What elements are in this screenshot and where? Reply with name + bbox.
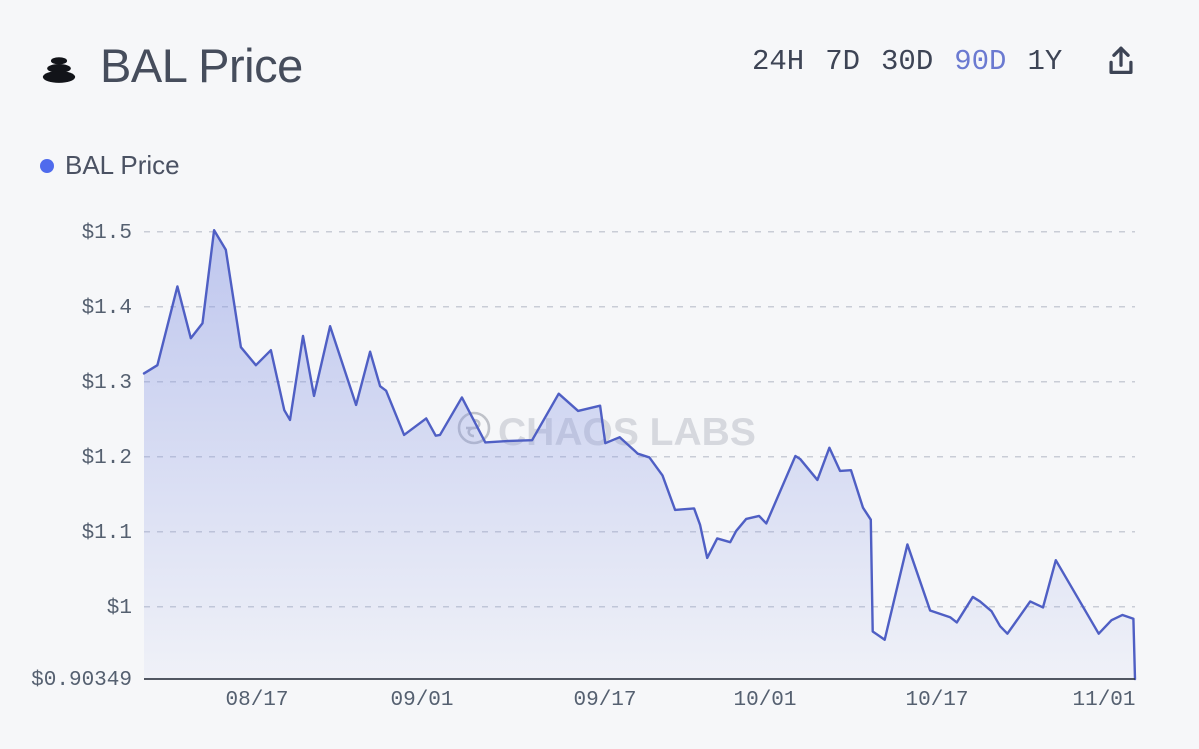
svg-text:$1.1: $1.1 <box>82 522 132 545</box>
svg-text:$1.4: $1.4 <box>82 297 132 320</box>
svg-text:$1.3: $1.3 <box>82 372 132 395</box>
svg-text:10/01: 10/01 <box>733 689 796 712</box>
svg-text:08/17: 08/17 <box>225 689 288 712</box>
svg-text:09/17: 09/17 <box>573 689 636 712</box>
svg-text:$1: $1 <box>107 597 132 620</box>
svg-text:$0.90349: $0.90349 <box>31 669 132 692</box>
svg-text:$1.2: $1.2 <box>82 447 132 470</box>
svg-text:09/01: 09/01 <box>390 689 453 712</box>
svg-text:$1.5: $1.5 <box>82 222 132 245</box>
svg-text:10/17: 10/17 <box>905 689 968 712</box>
svg-text:11/01: 11/01 <box>1072 689 1135 712</box>
